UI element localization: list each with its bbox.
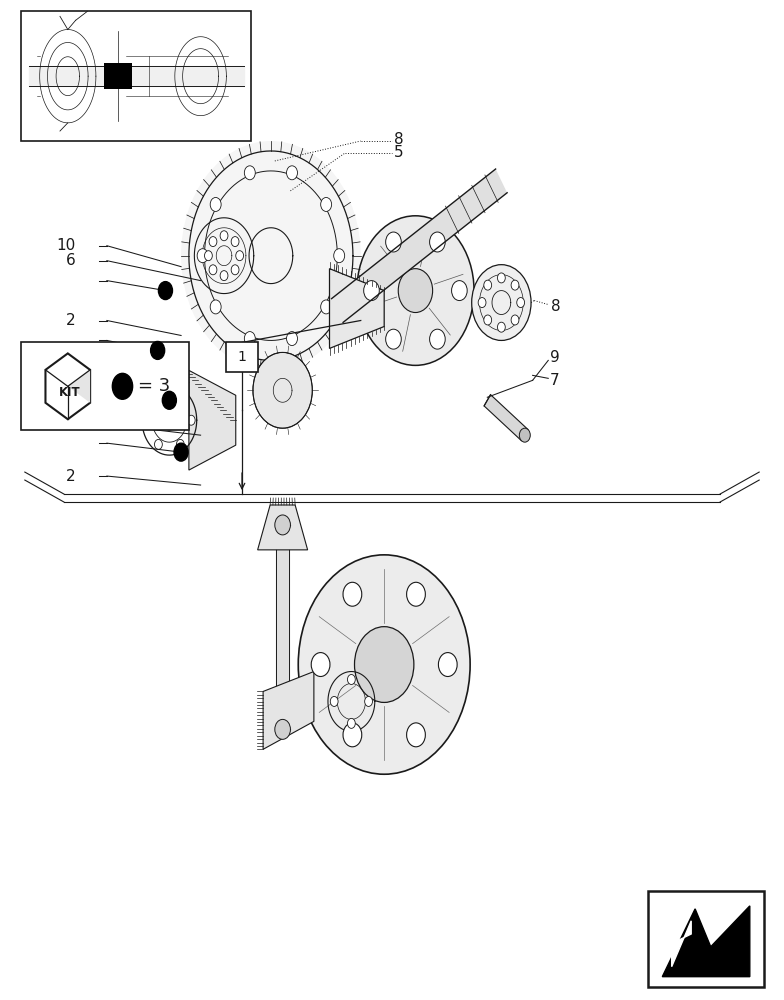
Circle shape: [220, 231, 228, 241]
Bar: [227, 342, 258, 372]
Circle shape: [197, 249, 208, 263]
Circle shape: [154, 439, 162, 449]
Circle shape: [354, 627, 414, 702]
Circle shape: [484, 280, 492, 290]
Circle shape: [209, 265, 217, 275]
Circle shape: [347, 675, 355, 684]
Circle shape: [151, 341, 165, 359]
Circle shape: [154, 391, 162, 401]
Circle shape: [343, 582, 361, 606]
Circle shape: [311, 653, 330, 677]
Text: 6: 6: [66, 253, 75, 268]
Circle shape: [430, 232, 445, 252]
Circle shape: [245, 166, 256, 180]
Polygon shape: [329, 269, 384, 348]
Circle shape: [347, 718, 355, 728]
Bar: [103, 63, 132, 89]
Circle shape: [407, 582, 426, 606]
Bar: [21, 342, 189, 430]
Circle shape: [181, 141, 361, 370]
Circle shape: [438, 653, 457, 677]
Bar: [648, 891, 764, 987]
Circle shape: [143, 415, 151, 425]
Circle shape: [478, 298, 486, 308]
Circle shape: [321, 197, 332, 211]
Text: 7: 7: [550, 373, 560, 388]
Circle shape: [112, 373, 132, 399]
Circle shape: [430, 329, 445, 349]
Text: 5: 5: [394, 145, 404, 160]
Circle shape: [176, 391, 184, 401]
Circle shape: [286, 166, 297, 180]
Circle shape: [365, 696, 372, 706]
Polygon shape: [672, 921, 691, 967]
Circle shape: [321, 300, 332, 314]
Circle shape: [275, 515, 290, 535]
Text: 10: 10: [56, 238, 75, 253]
Circle shape: [398, 269, 433, 313]
Circle shape: [205, 251, 212, 261]
Text: KIT: KIT: [60, 386, 81, 399]
Circle shape: [484, 315, 492, 325]
Text: 2: 2: [66, 313, 75, 328]
Text: 8: 8: [394, 132, 404, 147]
Circle shape: [452, 281, 467, 301]
Circle shape: [519, 428, 530, 442]
Polygon shape: [258, 505, 307, 550]
Circle shape: [245, 332, 256, 346]
Circle shape: [231, 237, 239, 247]
Circle shape: [386, 329, 401, 349]
Circle shape: [176, 439, 184, 449]
Circle shape: [511, 280, 519, 290]
Text: 4: 4: [66, 365, 75, 380]
Text: 8: 8: [550, 299, 561, 314]
Circle shape: [174, 443, 188, 461]
Circle shape: [231, 265, 239, 275]
Circle shape: [343, 723, 361, 747]
Polygon shape: [45, 353, 90, 419]
Text: 2: 2: [66, 469, 75, 484]
Circle shape: [210, 300, 221, 314]
Circle shape: [334, 249, 345, 263]
Circle shape: [286, 332, 297, 346]
Circle shape: [498, 322, 505, 332]
Circle shape: [158, 282, 172, 300]
Circle shape: [209, 237, 217, 247]
Circle shape: [275, 719, 290, 739]
Text: = 3: = 3: [138, 377, 170, 395]
Circle shape: [298, 555, 470, 774]
Circle shape: [498, 273, 505, 283]
Polygon shape: [189, 370, 236, 470]
Bar: [21, 11, 252, 141]
Circle shape: [364, 281, 379, 301]
Circle shape: [220, 271, 228, 281]
Circle shape: [517, 298, 524, 308]
Polygon shape: [67, 370, 90, 403]
Polygon shape: [484, 395, 528, 441]
Circle shape: [162, 391, 176, 409]
Text: 1: 1: [238, 350, 246, 364]
Circle shape: [386, 232, 401, 252]
Circle shape: [253, 352, 312, 428]
Circle shape: [357, 216, 474, 365]
Text: 9: 9: [550, 350, 560, 365]
Circle shape: [511, 315, 519, 325]
Circle shape: [187, 415, 195, 425]
Polygon shape: [263, 672, 314, 749]
Text: 6: 6: [66, 417, 75, 432]
Circle shape: [236, 251, 244, 261]
Circle shape: [407, 723, 426, 747]
Circle shape: [330, 696, 338, 706]
Polygon shape: [332, 169, 507, 322]
Circle shape: [210, 197, 221, 211]
Polygon shape: [662, 906, 750, 977]
Circle shape: [472, 265, 531, 340]
